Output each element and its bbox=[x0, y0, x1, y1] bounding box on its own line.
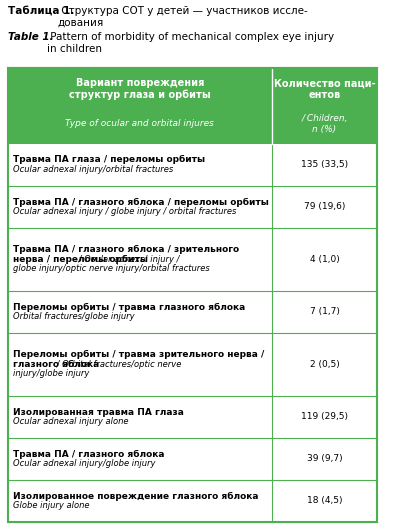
Bar bbox=[8, 228, 377, 291]
Bar bbox=[8, 291, 377, 333]
Text: Изолированная травма ПА глаза: Изолированная травма ПА глаза bbox=[12, 408, 183, 417]
Bar bbox=[8, 396, 377, 438]
Text: Количество паци-
ентов: Количество паци- ентов bbox=[274, 78, 375, 100]
Text: Изолированное повреждение глазного яблока: Изолированное повреждение глазного яблок… bbox=[12, 492, 258, 501]
Bar bbox=[8, 480, 377, 522]
Text: Травма ПА / глазного яблока / переломы орбиты: Травма ПА / глазного яблока / переломы о… bbox=[12, 197, 268, 206]
Text: 2 (0,5): 2 (0,5) bbox=[310, 360, 340, 369]
Bar bbox=[8, 68, 377, 522]
Bar bbox=[8, 186, 377, 228]
Bar bbox=[8, 144, 377, 186]
Text: / Ocular adnexal injury /: / Ocular adnexal injury / bbox=[76, 255, 179, 264]
Bar bbox=[8, 333, 377, 396]
Text: Ocular adnexal injury / globe injury / orbital fractures: Ocular adnexal injury / globe injury / o… bbox=[12, 207, 236, 216]
Text: Переломы орбиты / травма глазного яблока: Переломы орбиты / травма глазного яблока bbox=[12, 303, 245, 312]
Text: Ocular adnexal injury alone: Ocular adnexal injury alone bbox=[12, 417, 128, 426]
Text: Структура СОТ у детей — участников иссле-
дования: Структура СОТ у детей — участников иссле… bbox=[58, 6, 308, 27]
Text: 79 (19,6): 79 (19,6) bbox=[304, 202, 345, 211]
Text: нерва / переломы орбиты: нерва / переломы орбиты bbox=[12, 254, 148, 264]
Text: Травма ПА / глазного яблока: Травма ПА / глазного яблока bbox=[12, 450, 164, 459]
Text: injury/globe injury: injury/globe injury bbox=[12, 370, 89, 379]
Text: Вариант повреждения
структур глаза и орбиты: Вариант повреждения структур глаза и орб… bbox=[69, 78, 211, 100]
Text: 7 (1,7): 7 (1,7) bbox=[310, 307, 340, 316]
Text: 135 (33,5): 135 (33,5) bbox=[301, 160, 348, 169]
Text: globe injury/optic nerve injury/orbital fractures: globe injury/optic nerve injury/orbital … bbox=[12, 265, 209, 274]
Text: Переломы орбиты / травма зрительного нерва /: Переломы орбиты / травма зрительного нер… bbox=[12, 351, 264, 360]
Text: глазного яблока: глазного яблока bbox=[12, 360, 99, 369]
Text: 18 (4,5): 18 (4,5) bbox=[307, 496, 342, 505]
Text: Table 1.: Table 1. bbox=[8, 32, 53, 42]
Text: Травма ПА глаза / переломы орбиты: Травма ПА глаза / переломы орбиты bbox=[12, 155, 205, 164]
Text: Таблица 1.: Таблица 1. bbox=[8, 6, 74, 16]
Bar bbox=[8, 68, 377, 144]
Text: / Children,
n (%): / Children, n (%) bbox=[301, 114, 348, 134]
Text: Pattern of morbidity of mechanical complex eye injury
in children: Pattern of morbidity of mechanical compl… bbox=[47, 32, 334, 54]
Text: 119 (29,5): 119 (29,5) bbox=[301, 412, 348, 421]
Text: Type of ocular and orbital injures: Type of ocular and orbital injures bbox=[65, 119, 214, 128]
Text: Orbital fractures/globe injury: Orbital fractures/globe injury bbox=[12, 312, 134, 321]
Text: 4 (1,0): 4 (1,0) bbox=[310, 255, 340, 264]
Bar bbox=[8, 438, 377, 480]
Text: / Orbital fractures/optic nerve: / Orbital fractures/optic nerve bbox=[54, 360, 181, 369]
Text: Globe injury alone: Globe injury alone bbox=[12, 501, 89, 510]
Text: Ocular adnexal injury/globe injury: Ocular adnexal injury/globe injury bbox=[12, 459, 155, 468]
Text: Ocular adnexal injury/orbital fractures: Ocular adnexal injury/orbital fractures bbox=[12, 165, 173, 174]
Text: Травма ПА / глазного яблока / зрительного: Травма ПА / глазного яблока / зрительног… bbox=[12, 245, 239, 254]
Text: 39 (9,7): 39 (9,7) bbox=[307, 455, 342, 464]
